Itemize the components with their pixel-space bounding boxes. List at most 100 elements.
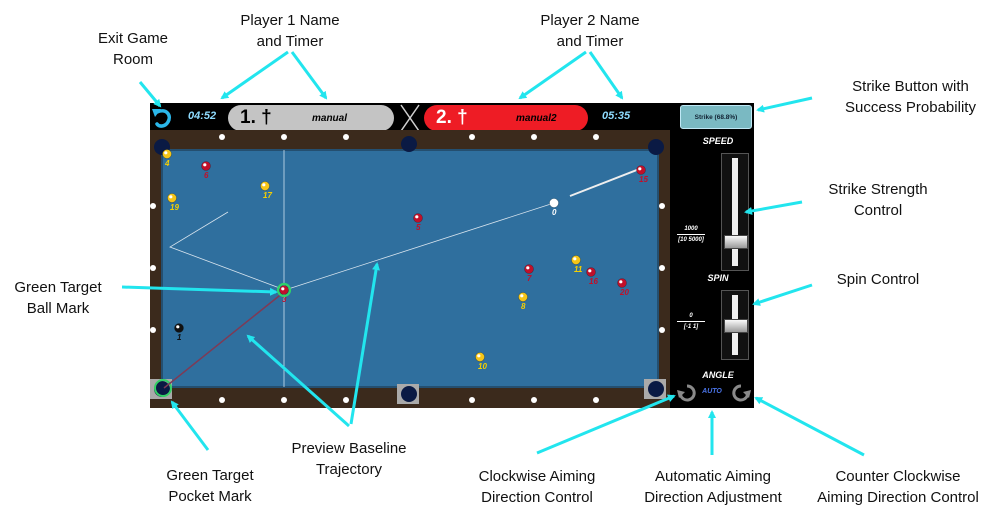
player2-name: manual2	[516, 112, 557, 124]
arrow-green-ball	[121, 285, 278, 296]
annotation-auto-aim: Automatic Aiming Direction Adjustment	[644, 468, 782, 506]
annotation-counter-clockwise: Counter Clockwise Aiming Direction Contr…	[817, 468, 979, 506]
arrow-player1-name	[290, 51, 328, 100]
speed-range: [10 5000]	[678, 237, 704, 243]
annotation-player1: Player 1 Name and Timer	[240, 12, 340, 50]
ball-highlight	[164, 151, 168, 155]
ball-number-label: 11	[574, 265, 583, 274]
ball-number-label: 0	[552, 208, 557, 217]
player1-number: 1. †	[240, 107, 272, 128]
trajectory-object-ball	[169, 211, 286, 291]
ball-number-label: 17	[263, 191, 272, 200]
arrow-exit	[138, 81, 162, 108]
ball-highlight	[551, 200, 555, 204]
ball-number-label: 3	[282, 295, 287, 304]
undo-arrow-icon	[152, 109, 171, 128]
cue-stick	[569, 167, 643, 197]
speed-label: SPEED	[702, 136, 734, 146]
player1-timer: 04:52	[188, 110, 217, 122]
speed-slider-thumb[interactable]	[724, 234, 748, 249]
rail-diamond	[593, 134, 599, 140]
rail-diamonds	[150, 134, 665, 403]
ball-highlight	[415, 215, 419, 219]
pocket	[401, 386, 417, 402]
spin-value: 0	[689, 313, 693, 319]
rail-diamond	[659, 203, 665, 209]
arrow-strike	[756, 96, 813, 113]
rail-diamond	[281, 134, 287, 140]
ball-number-label: 19	[170, 203, 179, 212]
speed-value-readout: 1000 [10 5000]	[673, 226, 709, 243]
auto-aim-button[interactable]: AUTO	[702, 388, 722, 395]
pocket	[648, 381, 664, 397]
ball-number-label: 10	[478, 362, 487, 371]
rotate-clockwise-icon	[677, 384, 696, 402]
spin-slider[interactable]	[721, 290, 749, 360]
exit-room-button[interactable]	[150, 105, 174, 129]
ball-number-label: 20	[619, 288, 629, 297]
rail-diamond	[281, 397, 287, 403]
arrow-player2-timer	[588, 51, 624, 100]
player2-panel: 2. † manual2	[424, 105, 588, 131]
ball-number-label: 16	[589, 277, 598, 286]
speed-value: 1000	[684, 226, 698, 232]
annotation-green-ball: Green Target Ball Mark	[14, 279, 102, 317]
counter-clockwise-aim-button[interactable]	[730, 382, 752, 404]
arrow-preview-2	[349, 262, 380, 425]
rail-diamond	[531, 397, 537, 403]
rail-diamond	[219, 397, 225, 403]
annotation-green-pocket: Green Target Pocket Mark	[166, 467, 254, 505]
spin-label: SPIN	[707, 273, 729, 283]
annotation-clockwise: Clockwise Aiming Direction Control	[478, 468, 596, 506]
ball-number-label: 5	[416, 223, 421, 232]
ball-number-label: 1	[177, 333, 182, 342]
aim-line-to-pocket	[163, 291, 285, 389]
pocket	[401, 136, 417, 152]
green-target-pocket-mark	[154, 379, 172, 397]
ball-highlight	[619, 280, 623, 284]
ball-highlight	[203, 163, 207, 167]
rail-diamond	[150, 203, 156, 209]
rail-diamond	[219, 134, 225, 140]
speed-slider-track	[732, 158, 738, 266]
rail-diamond	[659, 327, 665, 333]
annotation-player2: Player 2 Name and Timer	[540, 12, 640, 50]
balls: 4 6 17 19 5 0 15 11 7 16 20 8 3 1 10	[162, 149, 648, 371]
rail-diamond	[469, 397, 475, 403]
ball-highlight	[477, 354, 481, 358]
player2-timer: 05:35	[602, 110, 631, 122]
ball-highlight	[169, 195, 173, 199]
ball-number-label: 8	[521, 302, 526, 311]
pocket	[648, 139, 664, 155]
ball-highlight	[588, 269, 592, 273]
ball-number-label: 15	[639, 175, 648, 184]
ball-highlight	[176, 325, 180, 329]
rail-diamond	[531, 134, 537, 140]
game-screen: 04:52 1. † manual 2. † manual2 05:35 Str…	[150, 103, 754, 408]
annotation-strike-strength: Strike Strength Control	[828, 181, 928, 219]
green-target-ball-mark	[276, 282, 292, 298]
ball-number-label: 4	[164, 159, 170, 168]
spin-slider-thumb[interactable]	[724, 319, 748, 333]
arrow-counter	[754, 396, 865, 457]
clockwise-aim-button[interactable]	[676, 382, 698, 404]
arrow-spin	[752, 283, 813, 306]
rail-diamond	[343, 134, 349, 140]
rail-diamond	[150, 265, 156, 271]
spin-value-readout: 0 [-1 1]	[673, 313, 709, 330]
ball-highlight	[573, 257, 577, 261]
annotation-exit-game-room: Exit Game Room	[97, 30, 169, 68]
arrow-green-pocket	[170, 400, 210, 451]
arrow-player1-timer	[220, 50, 289, 100]
rail-diamond	[469, 134, 475, 140]
ball-number-label: 7	[527, 274, 532, 283]
strike-button[interactable]: Strike (68.8%)	[680, 105, 752, 129]
rail-diamond	[593, 397, 599, 403]
player2-number: 2. †	[436, 107, 468, 128]
angle-label: ANGLE	[702, 370, 734, 380]
annotation-spin-control: Spin Control	[836, 271, 920, 288]
player1-panel: 1. † manual	[228, 105, 394, 131]
strike-label: Strike (68.8%)	[694, 113, 738, 121]
annotation-strike-button: Strike Button with Success Probability	[845, 78, 976, 116]
